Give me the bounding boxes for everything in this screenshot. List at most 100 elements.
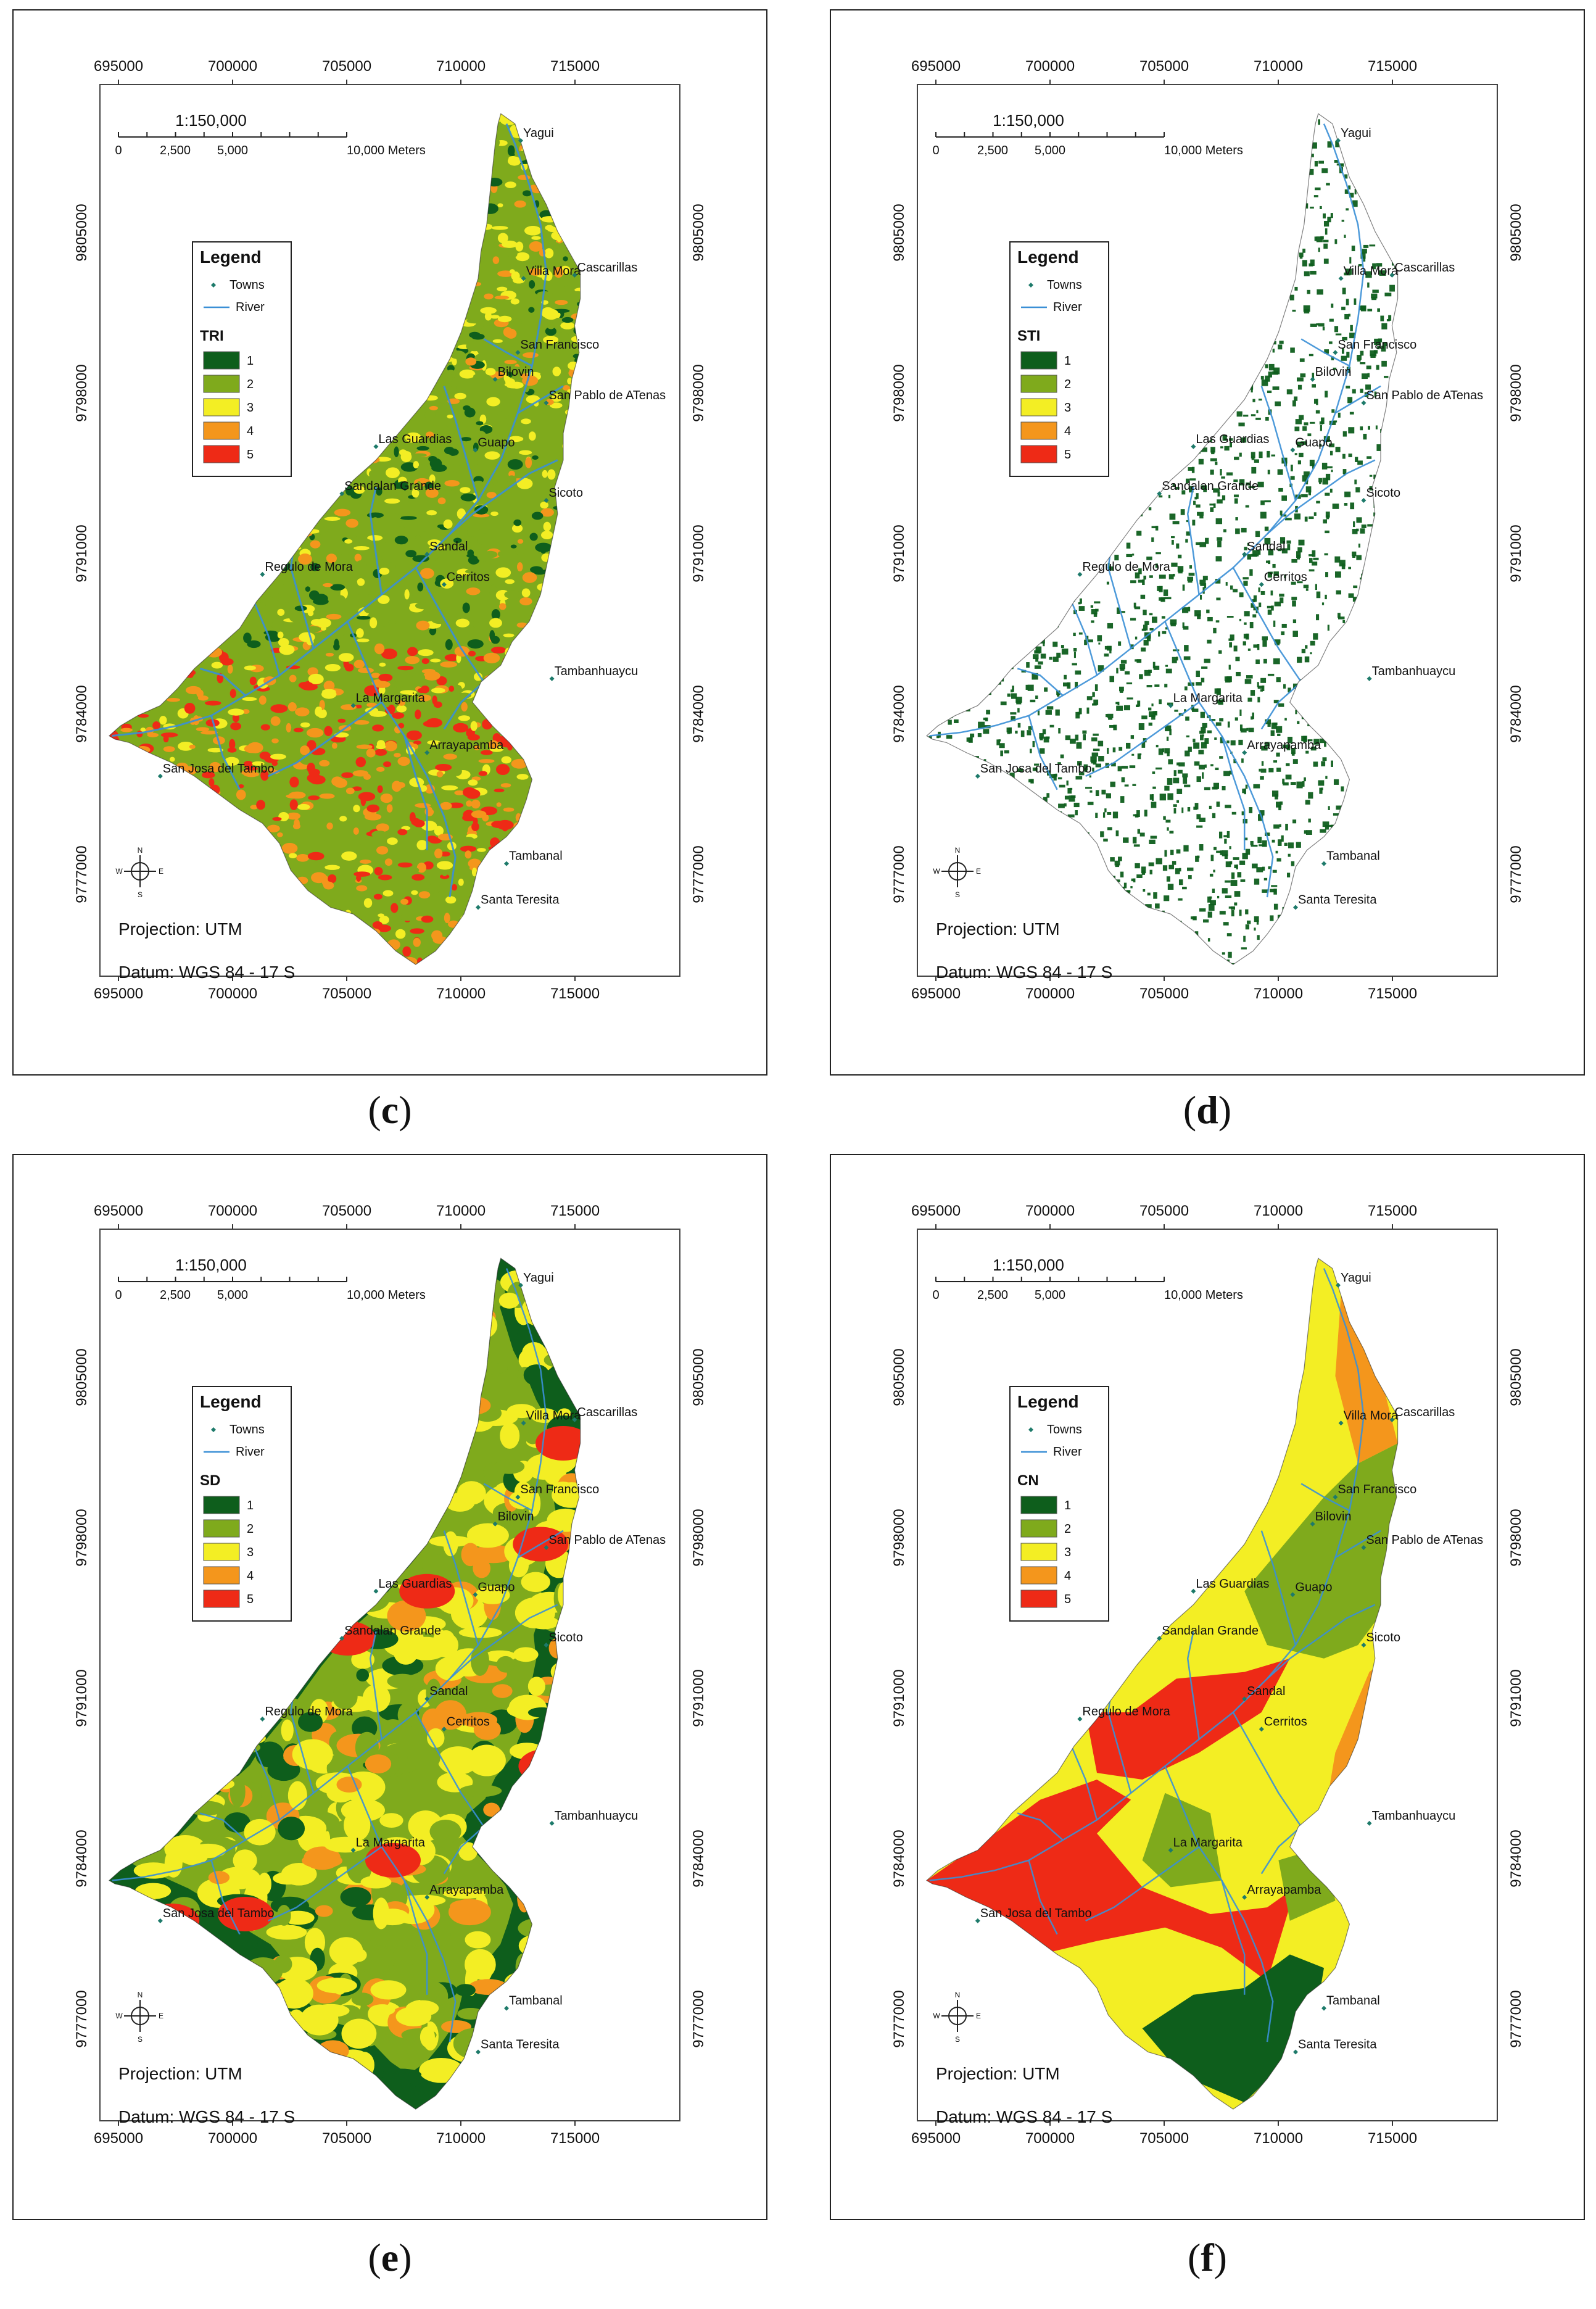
tri-cell xyxy=(371,831,387,839)
tri-cell xyxy=(485,368,496,376)
tri-cell xyxy=(318,557,326,562)
sti-cell xyxy=(1204,764,1207,768)
tri-cell xyxy=(331,776,344,787)
sti-cell xyxy=(1278,548,1282,552)
sti-cell xyxy=(1104,808,1107,813)
tri-cell xyxy=(511,524,523,533)
tri-cell xyxy=(504,590,522,599)
sti-cell xyxy=(1342,454,1346,459)
sti-cell xyxy=(1296,555,1300,560)
sti-cell xyxy=(1138,568,1142,574)
sti-cell xyxy=(1055,773,1057,777)
tri-cell xyxy=(490,315,500,319)
tri-cell xyxy=(427,740,441,745)
sti-cell xyxy=(1044,687,1048,692)
tri-cell xyxy=(437,497,446,505)
tri-cell xyxy=(315,707,322,711)
tri-cell xyxy=(444,654,460,661)
sti-cell xyxy=(983,717,988,721)
sti-cell xyxy=(1246,482,1251,486)
sti-cell xyxy=(1367,373,1370,378)
sti-cell xyxy=(1107,827,1112,831)
sti-cell xyxy=(1238,739,1243,745)
tri-cell xyxy=(306,626,321,632)
tri-cell xyxy=(169,757,175,762)
tri-cell xyxy=(468,650,476,657)
sti-cell xyxy=(1217,895,1220,898)
tri-cell xyxy=(371,673,381,678)
tri-cell xyxy=(513,318,523,328)
y-tick-left: 9805000 xyxy=(891,204,908,261)
sti-cell xyxy=(1213,503,1216,508)
tri-cell xyxy=(321,626,326,631)
tri-cell xyxy=(358,539,372,544)
tri-cell xyxy=(512,428,526,436)
x-tick-label-top: 705000 xyxy=(1139,58,1189,75)
sti-cell xyxy=(1283,744,1289,748)
sti-cell xyxy=(1187,806,1191,812)
tri-cell xyxy=(522,190,532,197)
sti-cell xyxy=(1149,794,1154,800)
tri-cell xyxy=(374,867,383,876)
sti-cell xyxy=(1053,773,1057,781)
town-label: Sandalan Grande xyxy=(344,479,441,493)
sti-cell xyxy=(1120,871,1124,877)
tri-cell xyxy=(377,785,383,794)
sti-cell xyxy=(1381,346,1386,352)
sti-cell xyxy=(1212,813,1216,819)
tri-cell xyxy=(435,763,452,771)
tri-cell xyxy=(405,550,417,558)
tri-cell xyxy=(428,883,440,894)
tri-cell xyxy=(477,552,490,562)
sti-cell xyxy=(1196,493,1199,499)
sti-cell xyxy=(1017,708,1020,713)
sti-cell xyxy=(1233,857,1239,860)
tri-cell xyxy=(412,453,427,457)
sti-cell xyxy=(1186,520,1189,523)
sti-cell xyxy=(1254,916,1259,922)
tri-cell xyxy=(378,913,384,918)
sti-cell xyxy=(1313,195,1318,197)
sti-cell xyxy=(1205,537,1209,544)
sti-cell xyxy=(1381,323,1387,330)
tri-cell xyxy=(552,367,561,376)
sti-cell xyxy=(1272,563,1276,568)
sti-cell xyxy=(1354,479,1357,484)
sti-cell xyxy=(1367,282,1370,288)
sti-cell xyxy=(1139,674,1143,679)
tri-cell xyxy=(459,369,476,379)
y-tick-label-left: 9798000 xyxy=(73,364,90,421)
tri-cell xyxy=(370,711,387,717)
sti-cell xyxy=(1118,856,1122,861)
sti-cell xyxy=(1235,528,1240,534)
tri-cell xyxy=(508,284,523,290)
sti-cell xyxy=(1267,450,1270,458)
tri-cell xyxy=(528,307,535,313)
legend-class-3: 3 xyxy=(247,401,254,415)
sti-cell xyxy=(1323,436,1330,442)
sti-cell xyxy=(1196,682,1202,686)
tri-cell xyxy=(322,689,336,694)
sti-cell xyxy=(1302,248,1305,253)
town-label: San Pablo de ATenas xyxy=(548,389,666,402)
sti-cell xyxy=(1126,742,1131,749)
tri-cell xyxy=(460,493,476,502)
sti-cell xyxy=(1064,795,1069,800)
tri-cell xyxy=(497,315,512,323)
tri-cell xyxy=(478,771,487,776)
sti-cell xyxy=(1215,556,1222,562)
tri-cell xyxy=(374,643,385,655)
tri-cell xyxy=(451,463,460,473)
sti-cell xyxy=(1230,442,1233,448)
sti-cell xyxy=(1133,878,1136,882)
tri-cell xyxy=(444,479,460,487)
tri-cell xyxy=(445,639,453,650)
sti-cell xyxy=(1183,777,1188,784)
sti-cell xyxy=(1207,616,1213,621)
y-tick-label-left: 9777000 xyxy=(891,845,908,903)
sti-cell xyxy=(1348,454,1352,457)
sti-cell xyxy=(1212,889,1215,893)
sti-cell xyxy=(1203,489,1207,492)
sti-cell xyxy=(1078,602,1081,605)
tri-cell xyxy=(319,526,326,536)
